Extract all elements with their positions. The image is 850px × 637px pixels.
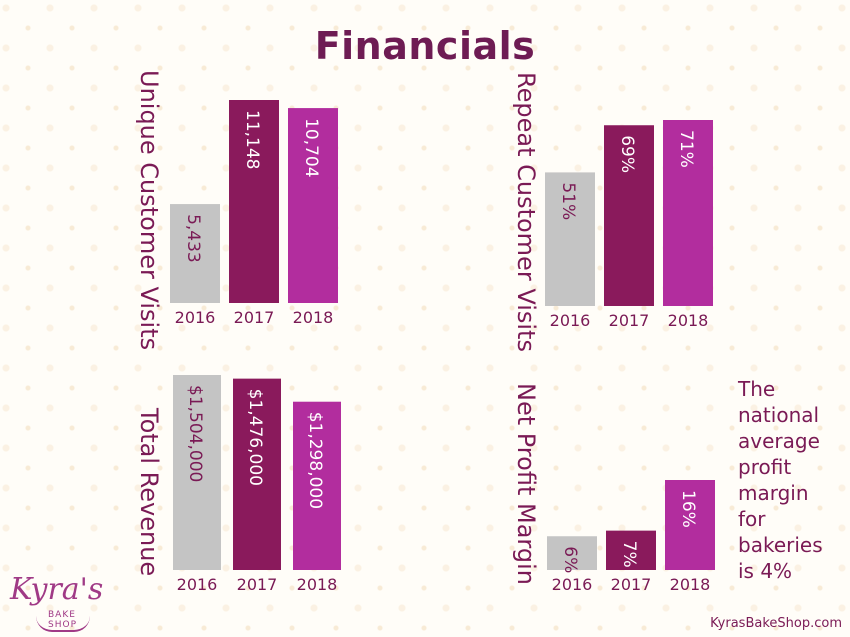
bar-2016 [170,204,220,303]
profit-margin-note: The national average profit margin for b… [738,377,823,583]
bar-2016 [173,375,221,570]
year-tick-label: 2017 [609,311,650,330]
bar-value-label: 10,704 [301,118,321,177]
bar-2017 [233,378,281,570]
year-tick-label: 2017 [237,575,278,594]
website-link[interactable]: KyrasBakeShop.com [710,616,842,631]
bar-2018 [665,480,715,570]
bar-value-label: 11,148 [242,110,262,169]
year-tick-label: 2016 [552,575,593,594]
bar-2016 [547,536,597,570]
bar-value-label: 5,433 [183,214,203,263]
chart-title-unique-visits: Unique Customer Visits [135,70,163,351]
bar-2017 [229,100,279,303]
year-tick-label: 2016 [177,575,218,594]
year-tick-label: 2016 [175,308,216,327]
chart-title-repeat-visits: Repeat Customer Visits [512,72,540,352]
year-tick-label: 2018 [668,311,709,330]
bar-2018 [293,401,341,570]
bar-value-label: 51% [558,182,578,220]
bar-value-label: $1,476,000 [245,389,265,486]
page-title: Financials [314,24,536,68]
bar-2016 [545,172,595,306]
bar-2017 [604,125,654,306]
chart-title-total-revenue: Total Revenue [135,408,163,577]
bar-2018 [288,108,338,303]
bar-value-label: $1,298,000 [305,412,325,509]
year-tick-label: 2017 [234,308,275,327]
bar-value-label: 7% [619,541,639,568]
year-tick-label: 2018 [297,575,338,594]
year-tick-label: 2017 [611,575,652,594]
bar-2017 [606,530,656,570]
bar-value-label: $1,504,000 [185,385,205,482]
chart-title-net-profit-margin: Net Profit Margin [512,383,540,585]
bar-value-label: 71% [676,130,696,168]
bar-2018 [663,120,713,306]
year-tick-label: 2018 [293,308,334,327]
bar-value-label: 6% [560,546,580,573]
bar-value-label: 69% [617,135,637,173]
year-tick-label: 2016 [550,311,591,330]
kyras-logo[interactable]: Kyra's BAKE SHOP [8,572,108,634]
logo-name: Kyra's [10,572,104,607]
bar-value-label: 16% [678,490,698,528]
logo-swirl-icon [36,616,90,632]
year-tick-label: 2018 [670,575,711,594]
